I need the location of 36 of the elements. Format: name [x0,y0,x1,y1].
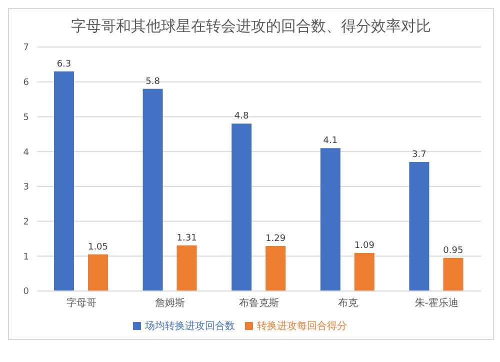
bar [266,246,286,291]
data-label: 1.31 [176,233,197,244]
x-tick-label: 朱-霍乐迪 [414,297,458,310]
data-label: 1.05 [88,242,108,252]
y-tick-label: 3 [23,182,29,193]
bar [320,148,340,291]
y-tick-label: 2 [23,217,29,228]
x-tick-label: 詹姆斯 [155,297,186,310]
data-label: 4.1 [323,136,338,146]
y-tick-label: 1 [23,252,29,262]
chart-title: 字母哥和其他球星在转会进攻的回合数、得分效率对比 [70,17,432,37]
bar [88,254,108,291]
data-label: 0.95 [443,246,464,256]
data-label: 5.8 [146,76,160,87]
legend-label: 场均转换进攻回合数 [145,321,235,332]
bar [443,258,464,291]
bar [232,124,252,291]
bar [409,162,430,291]
bar [354,253,374,291]
x-tick-label: 字母哥 [66,297,96,310]
bar [142,88,163,291]
x-tick-label: 布克 [338,297,358,310]
y-tick-label: 4 [23,148,30,158]
y-tick-label: 5 [23,112,29,123]
bar [176,245,197,291]
data-label: 3.7 [412,150,426,160]
bar [54,71,74,291]
y-tick-label: 7 [23,43,29,54]
x-tick-label: 布鲁克斯 [239,297,279,310]
data-label: 6.3 [56,59,72,70]
data-label: 1.09 [354,241,375,252]
y-tick-label: 0 [23,287,30,298]
data-label: 4.8 [234,112,250,122]
legend-label: 转换进攻每回合得分 [257,321,347,332]
data-label: 1.29 [266,234,286,244]
y-tick-label: 6 [23,78,30,88]
